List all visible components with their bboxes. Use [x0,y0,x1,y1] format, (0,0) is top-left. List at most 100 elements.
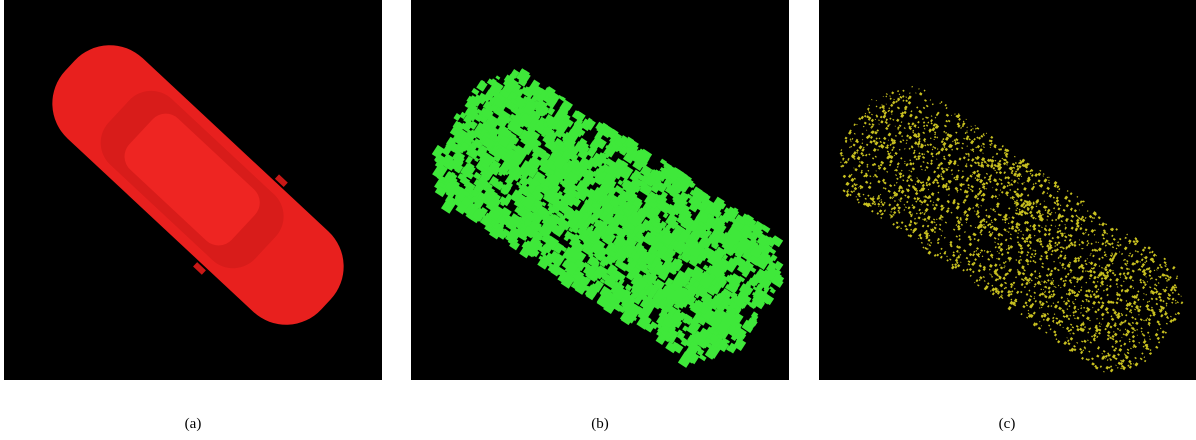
point [1114,322,1117,325]
point [1124,276,1128,280]
point [921,152,924,156]
point [888,163,892,167]
point [884,209,886,211]
point [1105,223,1108,226]
point [1080,304,1082,307]
point [1058,188,1061,191]
point [1033,297,1036,300]
point [963,137,966,140]
voxel [499,96,506,103]
point [1007,246,1011,251]
point [997,238,1000,240]
point [971,158,975,162]
point [979,220,983,224]
voxel [699,253,708,262]
voxel [701,328,709,336]
point [1106,359,1109,361]
point [1085,232,1087,234]
point [934,116,937,119]
point [930,241,933,244]
point [983,220,986,223]
voxel [709,250,724,265]
point [910,145,914,149]
point [1038,272,1041,275]
point [1084,326,1086,328]
point [923,153,926,155]
voxel [480,132,492,143]
point [904,224,907,228]
point [1169,319,1174,324]
point [1038,184,1042,188]
point [882,96,884,98]
point [1060,286,1062,289]
point [1057,227,1060,230]
point [1099,271,1101,273]
point [1120,321,1124,325]
voxel [680,173,692,185]
point [1060,215,1063,218]
point [1135,239,1139,244]
point [1093,262,1098,267]
point [1131,327,1135,331]
point [917,134,921,138]
point [1014,161,1017,165]
point [983,223,985,226]
point [961,142,964,145]
voxel [603,152,610,159]
voxel [518,129,532,143]
voxel [684,341,701,359]
point [917,126,920,129]
point [1080,328,1084,332]
voxel [481,192,494,205]
point [905,163,909,166]
voxel [584,219,590,225]
point [1143,246,1147,250]
point [921,224,925,228]
voxel [635,232,645,241]
point [1016,212,1019,215]
point [1115,301,1119,305]
point [1006,272,1009,276]
voxel [481,94,489,102]
point [875,175,879,179]
point [855,139,858,143]
point [1131,279,1134,282]
point [1050,240,1053,243]
point [843,161,846,164]
voxel [612,234,625,248]
point [1083,346,1086,349]
voxel [561,103,572,114]
point [1121,313,1124,317]
point [1032,259,1035,263]
point [993,217,997,222]
point [1121,364,1125,368]
point [1073,294,1077,297]
point [1002,261,1006,265]
point [973,137,976,141]
point [957,169,960,172]
voxel [752,286,758,291]
point [1134,317,1137,321]
voxel [560,273,576,289]
voxel [712,329,719,336]
point [990,139,993,143]
point [904,105,908,110]
point [1089,295,1093,299]
voxel [662,316,674,328]
point [1165,263,1167,266]
point [1143,338,1146,341]
point [1123,280,1125,283]
point [1107,263,1111,268]
point [941,177,945,181]
point [949,244,953,248]
point [1120,288,1124,292]
point [1089,341,1092,344]
point [882,181,885,183]
point [1144,255,1148,260]
point [1085,298,1088,301]
point [1166,315,1169,318]
point [1053,201,1057,205]
point [889,196,892,200]
point [982,267,986,271]
voxel [695,315,708,326]
